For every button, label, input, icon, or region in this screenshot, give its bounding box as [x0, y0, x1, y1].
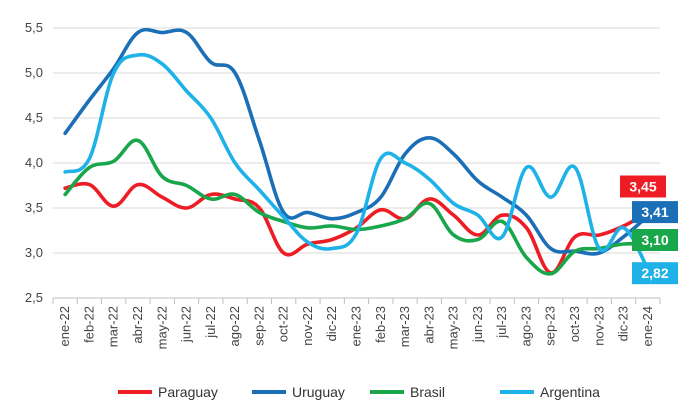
- y-tick-label: 4,5: [25, 110, 43, 125]
- legend-item-argentina: Argentina: [500, 384, 600, 400]
- end-label-paraguay: 3,45: [620, 175, 666, 198]
- end-label-brasil: 3,10: [632, 229, 678, 251]
- series-line-argentina: [63, 52, 650, 271]
- legend: Paraguay Uruguay Brasil Argentina: [118, 384, 600, 400]
- legend-label: Brasil: [410, 384, 445, 400]
- x-tick-label: ago-23: [518, 306, 533, 346]
- x-tick-label: jun-23: [470, 306, 485, 343]
- x-tick-label: ene-22: [57, 306, 72, 346]
- x-tick-label: mar-23: [397, 306, 412, 347]
- y-tick-label: 3,5: [25, 200, 43, 215]
- legend-item-paraguay: Paraguay: [118, 384, 218, 400]
- end-label-value: 2,82: [641, 265, 668, 281]
- legend-label: Uruguay: [292, 384, 345, 400]
- x-tick-label: dic-22: [324, 306, 339, 341]
- end-label-box: [632, 229, 678, 251]
- x-tick-label: feb-22: [81, 306, 96, 343]
- y-tick-label: 2,5: [25, 290, 43, 305]
- series-layer: [63, 27, 650, 276]
- y-tick-label: 5,5: [25, 20, 43, 35]
- x-tick-label: may-23: [446, 306, 461, 349]
- x-tick-label: jun-22: [179, 306, 194, 343]
- end-label-layer: 3,45 3,41 3,10 2,82: [620, 175, 678, 285]
- y-tick-label: 5,0: [25, 65, 43, 80]
- x-tick-label: oct-23: [567, 306, 582, 342]
- legend-label: Argentina: [540, 384, 600, 400]
- legend-item-brasil: Brasil: [370, 384, 445, 400]
- y-tick-label: 4,0: [25, 155, 43, 170]
- x-tick-label: nov-22: [300, 306, 315, 346]
- series-line-uruguay: [63, 27, 650, 256]
- legend-label: Paraguay: [158, 384, 218, 400]
- end-label-argentina: 2,82: [632, 262, 678, 285]
- x-tick-label: mar-22: [106, 306, 121, 347]
- x-tick-label: dic-23: [616, 306, 631, 341]
- x-tick-label: abr-22: [130, 306, 145, 344]
- end-label-box: [620, 175, 666, 198]
- x-tick-label: jul-23: [494, 306, 509, 339]
- x-tick-label: ene-24: [640, 306, 655, 346]
- axis-layer: 2,5 3,0 3,5 4,0 4,5 5,0 5,5 ene-22 feb-22 mar-22 a…: [25, 20, 661, 349]
- end-label-box: [632, 201, 678, 224]
- x-tick-label: abr-23: [421, 306, 436, 344]
- x-tick-label: jul-22: [203, 306, 218, 339]
- x-tick-label: may-22: [154, 306, 169, 349]
- end-label-value: 3,45: [629, 179, 656, 195]
- x-tick-label: sep-23: [543, 306, 558, 346]
- x-tick-label: feb-23: [373, 306, 388, 343]
- end-label-value: 3,10: [641, 232, 668, 248]
- x-tick-label: ene-23: [349, 306, 364, 346]
- x-tick-label: ago-22: [227, 306, 242, 346]
- y-tick-label: 3,0: [25, 245, 43, 260]
- x-tick-label: oct-22: [276, 306, 291, 342]
- end-label-uruguay: 3,41: [632, 201, 678, 224]
- legend-item-uruguay: Uruguay: [252, 384, 345, 400]
- end-label-value: 3,41: [641, 204, 668, 220]
- x-tick-label: nov-23: [591, 306, 606, 346]
- end-label-box: [632, 262, 678, 285]
- x-tick-label: sep-22: [251, 306, 266, 346]
